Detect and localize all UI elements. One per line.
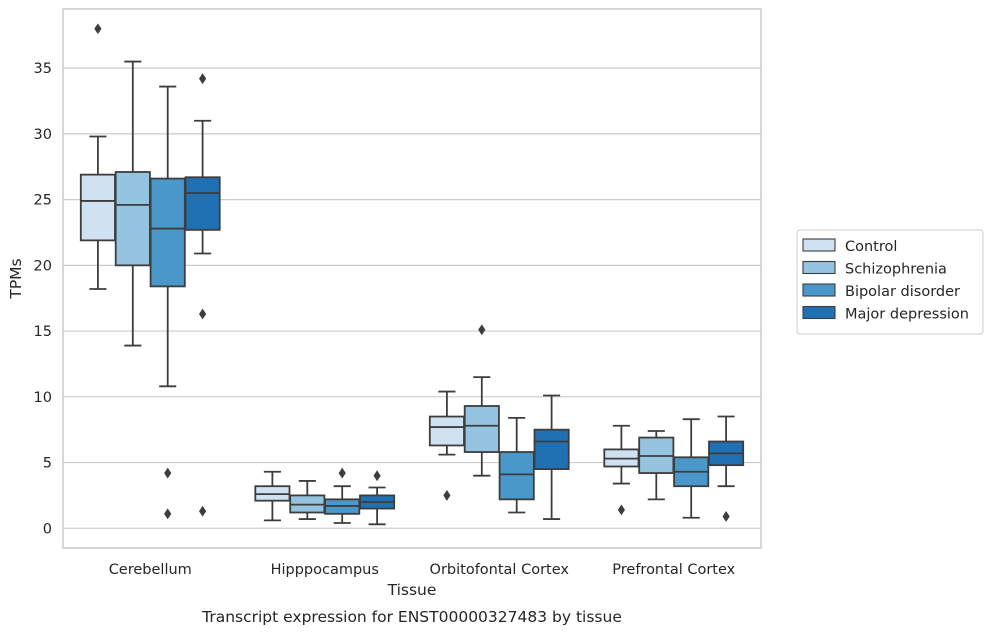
legend-swatch: [802, 283, 836, 297]
outlier-point: [478, 324, 486, 336]
box-schizophrenia: [638, 430, 675, 501]
outlier-point: [722, 511, 730, 522]
box-schizophrenia: [463, 324, 500, 477]
outlier-point: [94, 23, 102, 35]
x-tick-labels: Cerebellum Hipppocampus Orbitofontal Corte…: [109, 562, 736, 578]
y-tick-label: 30: [34, 127, 52, 143]
boxes-layer: [79, 23, 745, 526]
box-major-depression: [359, 470, 396, 526]
outlier-point: [199, 505, 207, 517]
y-tick-label: 35: [34, 61, 52, 77]
box-iqr: [79, 173, 116, 242]
legend-label: Bipolar disorder: [845, 284, 960, 300]
box-iqr: [184, 176, 221, 231]
box-bipolar-disorder: [673, 418, 710, 519]
y-gridlines: [63, 67, 761, 529]
box-bipolar-disorder: [324, 467, 361, 524]
chart-caption: Transcript expression for ENST0000032748…: [201, 608, 622, 626]
box-iqr: [463, 405, 500, 453]
y-tick-label: 10: [34, 390, 52, 406]
legend-swatch: [802, 260, 836, 275]
y-tick-label: 20: [34, 258, 52, 274]
outlier-point: [164, 467, 172, 479]
y-tick-label: 5: [43, 456, 52, 472]
box-major-depression: [533, 394, 570, 520]
box-bipolar-disorder: [149, 85, 186, 520]
x-tick-label: Prefrontal Cortex: [612, 562, 735, 578]
box-bipolar-disorder: [498, 416, 535, 514]
y-tick-label: 15: [34, 324, 52, 340]
box-iqr: [114, 171, 151, 267]
legend-swatch: [802, 238, 836, 252]
legend-frame: [796, 229, 984, 335]
x-tick-label: Orbitofontal Cortex: [430, 562, 570, 578]
outlier-point: [199, 73, 207, 85]
box-iqr: [149, 177, 186, 288]
box-iqr: [533, 428, 570, 471]
outlier-point: [199, 308, 207, 320]
outlier-point: [338, 467, 346, 479]
legend-label: Control: [845, 239, 897, 255]
box-control: [79, 23, 116, 290]
box-iqr: [498, 451, 535, 501]
legend-label: Major depression: [845, 307, 969, 323]
legend: Control Schizophrenia Bipolar disorder Majo…: [796, 229, 984, 335]
y-axis-label: TPMs: [7, 258, 25, 299]
y-tick-label: 0: [43, 521, 52, 537]
box-major-depression: [184, 73, 221, 517]
outlier-point: [443, 490, 451, 501]
y-tick-label: 25: [34, 193, 52, 209]
box-major-depression: [708, 415, 745, 522]
y-tick-labels: 0 5 10 15 20 25 30 35: [34, 61, 52, 537]
x-tick-label: Cerebellum: [109, 562, 192, 578]
box-iqr: [428, 415, 465, 447]
x-axis-label: Tissue: [387, 581, 437, 599]
outlier-point: [373, 470, 381, 482]
legend-label: Schizophrenia: [845, 262, 947, 278]
x-tick-label: Hipppocampus: [271, 562, 379, 578]
box-control: [254, 470, 291, 522]
plot-frame: [62, 8, 762, 549]
legend-swatch: [802, 305, 836, 320]
box-control: [428, 390, 465, 501]
outlier-point: [617, 504, 625, 516]
outlier-point: [164, 508, 172, 520]
